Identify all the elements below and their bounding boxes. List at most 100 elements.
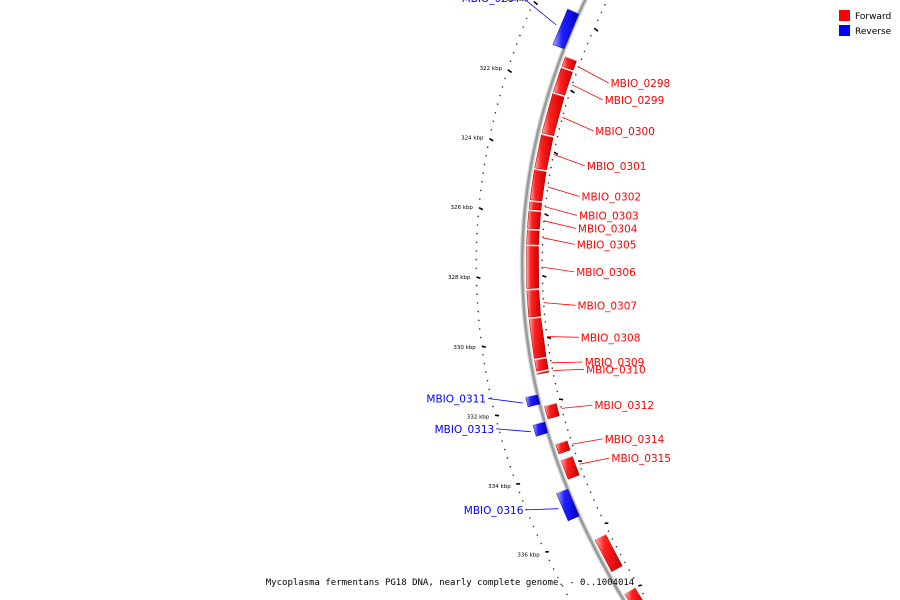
gene-cap <box>555 440 568 445</box>
gene-label-mbio-0301[interactable]: MBIO_0301 <box>587 161 647 173</box>
tick-label: 332 kbp <box>467 415 490 421</box>
minor-tick <box>480 189 482 192</box>
minor-tick <box>593 499 595 501</box>
minor-tick <box>529 517 531 519</box>
major-tick <box>547 336 552 340</box>
tick-label: 326 kbp <box>450 205 473 211</box>
gene-label-mbio-0304[interactable]: MBIO_0304 <box>578 223 638 235</box>
major-tick <box>507 69 513 74</box>
label-leader <box>542 266 575 273</box>
major-tick <box>570 89 575 94</box>
minor-tick <box>604 3 606 6</box>
minor-tick <box>486 146 489 148</box>
minor-tick <box>504 448 506 451</box>
minor-tick <box>541 259 543 262</box>
gene-label-mbio-0302[interactable]: MBIO_0302 <box>582 192 642 204</box>
label-leader <box>551 361 583 364</box>
minor-tick <box>541 282 544 285</box>
tick-label: 328 kbp <box>448 275 471 281</box>
gene-mbio-0314[interactable] <box>555 440 571 455</box>
minor-tick <box>481 180 483 183</box>
label-leader <box>524 0 557 26</box>
minor-tick <box>545 328 547 331</box>
major-tick <box>638 584 642 587</box>
gene-cap <box>556 488 568 494</box>
gene-label-mbio-0297[interactable]: MBIO_0297 <box>462 0 522 5</box>
gene-label-mbio-0307[interactable]: MBIO_0307 <box>578 300 638 312</box>
minor-tick <box>496 423 499 425</box>
minor-tick <box>572 81 574 84</box>
gene-mbio-0307[interactable] <box>526 289 541 318</box>
gene-cap <box>528 317 541 320</box>
minor-tick <box>509 465 512 468</box>
gene-mbio-0304[interactable] <box>527 210 542 230</box>
label-leader <box>553 154 586 167</box>
label-leader <box>525 508 559 511</box>
gene-label-mbio-0313[interactable]: MBIO_0313 <box>435 424 495 436</box>
minor-tick <box>475 284 478 287</box>
minor-tick <box>547 182 550 184</box>
minor-tick <box>550 166 552 169</box>
label-leader <box>542 237 575 245</box>
minor-tick <box>542 297 545 300</box>
gene-label-mbio-0306[interactable]: MBIO_0306 <box>576 267 636 279</box>
gene-cap <box>527 229 540 231</box>
gene-mbio-0306[interactable] <box>526 245 539 289</box>
gene-labels: MBIO_0297 MBIO_0298 MBIO_0299 MBIO_0300 MBIO… <box>426 0 671 517</box>
gene-mbio-0305[interactable] <box>526 229 540 245</box>
label-leader <box>561 404 593 409</box>
minor-tick <box>546 189 549 192</box>
gene-label-mbio-0312[interactable]: MBIO_0312 <box>595 400 655 412</box>
minor-tick <box>482 172 485 174</box>
legend-forward-label: Forward <box>855 12 891 22</box>
gene-mbio-0298[interactable] <box>561 56 577 71</box>
minor-tick <box>488 388 491 391</box>
gene-label-mbio-0309[interactable]: MBIO_0309 <box>585 357 645 369</box>
minor-tick <box>478 328 481 330</box>
minor-tick <box>476 302 479 304</box>
gene-label-mbio-0316[interactable]: MBIO_0316 <box>464 505 524 517</box>
gene-label-mbio-0298[interactable]: MBIO_0298 <box>611 78 671 90</box>
label-leader <box>543 302 576 306</box>
minor-tick <box>557 576 559 579</box>
minor-tick <box>586 483 589 486</box>
minor-tick <box>479 198 481 200</box>
minor-tick <box>566 593 568 596</box>
minor-tick <box>548 559 551 562</box>
gene-mbio-0297[interactable] <box>552 8 580 50</box>
gene-mbio-0302[interactable] <box>529 169 547 202</box>
label-leader <box>545 206 578 216</box>
gene-cap <box>594 534 606 541</box>
minor-tick <box>574 452 577 455</box>
gene-label-mbio-0300[interactable]: MBIO_0300 <box>595 126 655 138</box>
minor-tick <box>543 305 545 308</box>
minor-tick <box>541 243 544 246</box>
minor-tick <box>477 215 479 218</box>
gene-label-mbio-0305[interactable]: MBIO_0305 <box>577 239 637 251</box>
minor-tick <box>543 313 546 316</box>
minor-tick <box>544 321 547 323</box>
gene-label-mbio-0310[interactable]: MBIO_0310 <box>586 364 646 376</box>
gene-label-mbio-0308[interactable]: MBIO_0308 <box>581 332 641 344</box>
gene-label-mbio-0311[interactable]: MBIO_0311 <box>426 394 486 406</box>
minor-tick <box>529 9 531 11</box>
legend-forward-swatch <box>839 10 850 21</box>
minor-tick <box>607 530 610 532</box>
minor-tick <box>547 344 550 346</box>
minor-tick <box>632 577 635 579</box>
label-leader <box>547 186 580 197</box>
minor-tick <box>554 382 557 385</box>
minor-tick <box>544 205 547 207</box>
legend-reverse-swatch <box>839 25 850 36</box>
major-tick <box>593 27 599 32</box>
minor-tick <box>642 592 644 595</box>
label-leader <box>579 457 610 465</box>
gene-label-mbio-0299[interactable]: MBIO_0299 <box>605 95 665 107</box>
minor-tick <box>499 94 501 97</box>
gene-label-mbio-0315[interactable]: MBIO_0315 <box>611 453 671 465</box>
major-tick <box>553 151 559 156</box>
minor-tick <box>475 267 478 270</box>
gene-label-mbio-0314[interactable]: MBIO_0314 <box>605 434 665 446</box>
gene-label-mbio-0303[interactable]: MBIO_0303 <box>579 210 639 222</box>
